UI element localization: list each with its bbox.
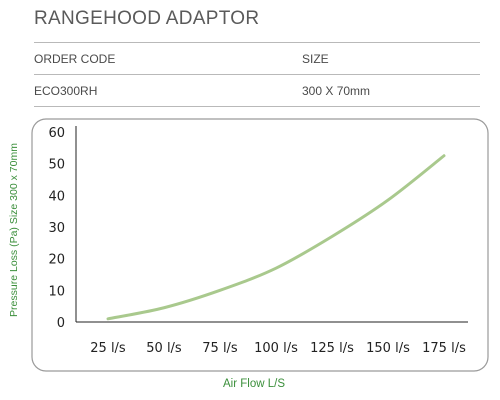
y-axis-tick-labels: 0 10 20 30 40 50 60	[48, 126, 65, 331]
y-tick-label: 0	[57, 316, 65, 331]
y-axis-title: Pressure Loss (Pa) Size 300 x 70mm	[8, 143, 20, 317]
y-tick-label: 10	[48, 284, 65, 299]
order-code-cell: ECO300RH	[34, 74, 302, 107]
x-tick-label: 125 l/s	[310, 341, 354, 356]
x-axis-tick-labels: 25 l/s 50 l/s 75 l/s 100 l/s 125 l/s 150 l/s 1…	[90, 341, 466, 356]
y-tick-label: 20	[48, 253, 65, 268]
y-tick-label: 60	[48, 126, 65, 141]
size-cell: 300 X 70mm	[302, 74, 480, 107]
x-tick-label: 175 l/s	[422, 341, 466, 356]
y-tick-label: 30	[48, 221, 65, 236]
pressure-loss-chart: 0 10 20 30 40 50 60 25 l/s 50 l/s 75 l/s 100 l/s 1…	[8, 118, 489, 390]
size-header: SIZE	[302, 42, 480, 75]
pressure-loss-curve	[106, 154, 446, 321]
spec-table: ORDER CODE SIZE ECO300RH 300 X 70mm	[34, 42, 480, 107]
x-tick-label: 50 l/s	[146, 341, 182, 356]
order-code-header: ORDER CODE	[34, 42, 302, 75]
spec-table-row: ECO300RH 300 X 70mm	[34, 74, 480, 107]
y-tick-label: 40	[48, 189, 65, 204]
x-tick-label: 25 l/s	[90, 341, 126, 356]
spec-table-header-row: ORDER CODE SIZE	[34, 42, 480, 75]
x-tick-label: 100 l/s	[254, 341, 298, 356]
chart-frame	[31, 118, 489, 372]
x-tick-label: 75 l/s	[202, 341, 238, 356]
page-title: RANGEHOOD ADAPTOR	[34, 8, 260, 29]
series-group	[106, 154, 446, 321]
y-tick-label: 50	[48, 158, 65, 173]
x-axis-title: Air Flow L/S	[223, 378, 285, 390]
x-tick-label: 150 l/s	[366, 341, 410, 356]
